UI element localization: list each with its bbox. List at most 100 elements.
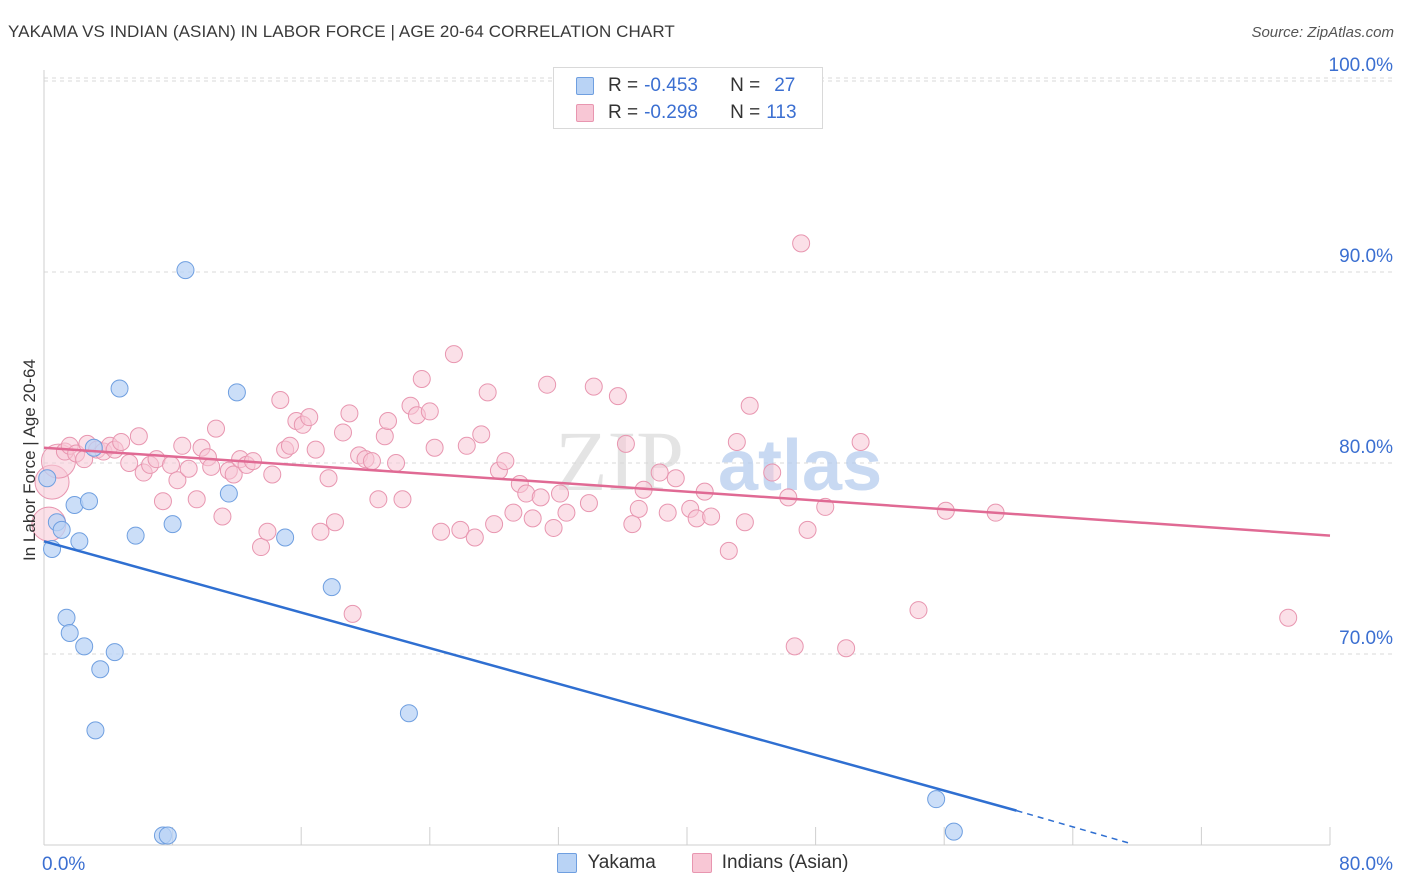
r-value: -0.298 (644, 102, 698, 123)
indian-point (472, 425, 491, 444)
indian-point (457, 436, 476, 455)
indian-trend-line (43, 446, 1331, 537)
indian-point (153, 492, 172, 511)
indian-point (412, 369, 431, 388)
indian-point (425, 438, 444, 457)
n-label: N = (730, 75, 761, 96)
indian-point (224, 465, 243, 484)
indian-point (161, 455, 180, 474)
y-tick-label: 90.0% (1339, 246, 1393, 267)
yakama-legend-label: Yakama (587, 852, 656, 873)
indian-point (432, 522, 451, 541)
x-tick-label-max: 80.0% (1339, 854, 1393, 875)
yakama-points (38, 261, 963, 845)
yakama-point (227, 383, 246, 402)
indian-point (362, 452, 381, 471)
yakama-point (126, 526, 145, 545)
source-label: Source: ZipAtlas.com (1251, 24, 1394, 41)
yakama-point (276, 528, 295, 547)
indian-point (379, 411, 398, 430)
indian-point (579, 494, 598, 513)
indian-point (719, 541, 738, 560)
yakama-swatch (576, 77, 594, 95)
trend-lines (43, 446, 1331, 844)
indian-point (496, 452, 515, 471)
indian-point (319, 469, 338, 488)
indian-point (702, 507, 721, 526)
indian-point (650, 463, 669, 482)
y-tick-label: 100.0% (1329, 55, 1394, 76)
yakama-point (163, 515, 182, 534)
indian-point (523, 509, 542, 528)
yakama-point (158, 826, 177, 845)
indian-point (375, 427, 394, 446)
indian-point (485, 515, 504, 534)
yakama-point (219, 484, 238, 503)
n-label: N = (730, 102, 761, 123)
yakama-point (110, 379, 129, 398)
y-tick-label: 80.0% (1339, 437, 1393, 458)
indian-point (343, 604, 362, 623)
y-tick-label: 70.0% (1339, 628, 1393, 649)
indian-point (173, 436, 192, 455)
indian-point (451, 520, 470, 539)
indian-point (763, 463, 782, 482)
indian-point (740, 396, 759, 415)
legend-row-yakama: R = -0.453 N = 27 (576, 74, 795, 98)
indian-point (202, 457, 221, 476)
yakama-point (84, 438, 103, 457)
yakama-point (399, 704, 418, 723)
indian-point (333, 423, 352, 442)
indian-point (666, 469, 685, 488)
indian-point (444, 345, 463, 364)
x-tick-label-min: 0.0% (42, 854, 85, 875)
indian-point (271, 390, 290, 409)
indian-point (112, 432, 131, 451)
indian-point (629, 499, 648, 518)
n-value: 113 (766, 102, 797, 123)
indian-legend-swatch (691, 853, 712, 873)
indian-point (837, 639, 856, 658)
indian-point (551, 484, 570, 503)
indian-point (816, 497, 835, 516)
r-label: R = (608, 75, 639, 96)
r-value: -0.453 (644, 75, 698, 96)
indian-point (325, 513, 344, 532)
r-label: R = (608, 102, 639, 123)
indian-point (557, 503, 576, 522)
indian-point (727, 432, 746, 451)
indian-point (798, 520, 817, 539)
indian-point (393, 490, 412, 509)
indian-point (213, 507, 232, 526)
indian-point (909, 601, 928, 620)
indian-point (584, 377, 603, 396)
indian-point (538, 375, 557, 394)
indian-point (792, 234, 811, 253)
yakama-point (322, 578, 341, 597)
indian-point (280, 436, 299, 455)
indian-swatch (576, 104, 594, 122)
yakama-point (75, 637, 94, 656)
indian-point (735, 513, 754, 532)
indian-point (187, 490, 206, 509)
indian-point (179, 459, 198, 478)
indian-point (120, 454, 139, 472)
indian-point (258, 522, 277, 541)
yakama-legend-swatch (557, 853, 578, 873)
yakama-point (86, 721, 105, 740)
yakama-point (52, 520, 71, 539)
yakama-point (70, 532, 89, 551)
indian-point (369, 490, 388, 509)
yakama-point (80, 492, 99, 511)
indian-point (478, 383, 497, 402)
indian-point (785, 637, 804, 656)
watermark-zip: ZIP (555, 413, 684, 509)
yakama-trend-extension (1016, 809, 1130, 844)
indian-point (531, 488, 550, 507)
indian-point (465, 528, 484, 547)
indian-point (623, 515, 642, 534)
yakama-point (105, 643, 124, 662)
indian-point (1279, 608, 1298, 627)
yakama-point (944, 822, 963, 841)
